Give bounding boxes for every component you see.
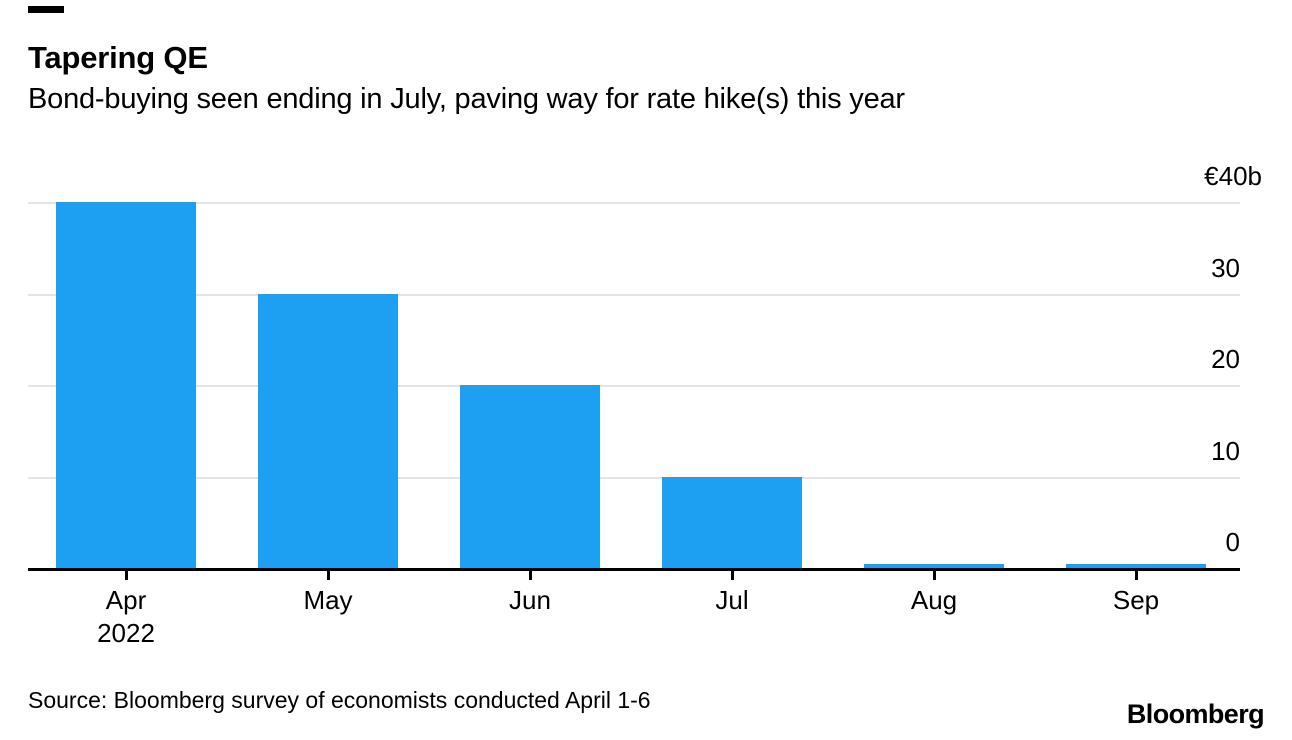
- x-axis-label-apr-2022: Apr 2022: [41, 584, 211, 650]
- chart-subtitle: Bond-buying seen ending in July, paving …: [28, 83, 905, 115]
- x-axis-label-jun: Jun: [445, 584, 615, 617]
- bar-jun: [460, 385, 600, 568]
- y-axis-label-0: 0: [1225, 527, 1240, 557]
- x-tick-aug: [932, 571, 936, 580]
- x-axis-label-line: 2022: [97, 618, 155, 648]
- x-axis-label-line: Aug: [910, 585, 958, 615]
- x-axis-label-line: Jun: [509, 585, 551, 615]
- gridline-30: [28, 293, 1240, 296]
- chart-title: Tapering QE: [28, 40, 208, 75]
- bloomberg-flag-dash: [28, 6, 64, 13]
- x-axis-label-line: May: [303, 585, 353, 615]
- x-axis-label-aug: Aug: [849, 584, 1019, 617]
- bloomberg-logo: Bloomberg: [1126, 699, 1265, 729]
- gridline-40: [28, 202, 1240, 204]
- y-axis-label-30: 30: [1211, 252, 1240, 283]
- y-axis-label-€40b: €40b: [1204, 161, 1262, 191]
- x-axis-label-line: Jul: [715, 585, 749, 615]
- bar-aug: [864, 564, 1004, 568]
- bar-sep: [1066, 564, 1206, 568]
- x-axis-label-sep: Sep: [1051, 584, 1221, 617]
- x-axis-label-line: Sep: [1112, 585, 1160, 615]
- x-tick-may: [326, 571, 330, 580]
- x-axis-label-jul: Jul: [647, 584, 817, 617]
- x-axis-label-may: May: [243, 584, 413, 617]
- x-tick-apr-2022: [124, 571, 128, 580]
- gridline-10: [28, 476, 1240, 479]
- bar-apr-2022: [56, 202, 196, 568]
- x-tick-jul: [730, 571, 734, 580]
- x-axis-baseline: [28, 568, 1240, 571]
- x-axis-label-line: Apr: [105, 585, 147, 615]
- gridline-20: [28, 385, 1240, 387]
- x-tick-sep: [1134, 571, 1138, 580]
- y-axis-label-20: 20: [1211, 344, 1240, 374]
- bar-may: [258, 293, 398, 568]
- bar-jul: [662, 476, 802, 568]
- x-tick-jun: [528, 571, 532, 580]
- source-note: Source: Bloomberg survey of economists c…: [28, 687, 651, 713]
- y-axis-label-10: 10: [1211, 435, 1240, 466]
